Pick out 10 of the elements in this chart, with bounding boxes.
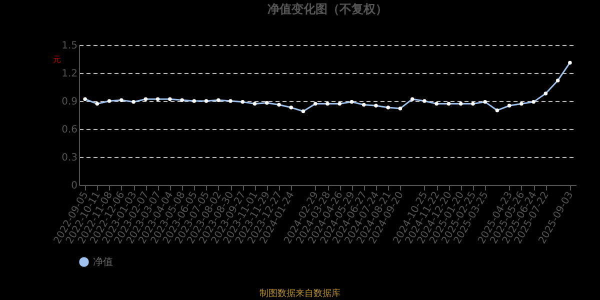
chart-title: 净值变化图（不复权） — [268, 2, 388, 16]
text: 制图数据来自数据库 — [260, 288, 340, 299]
y-tick-label: 0 — [71, 180, 78, 192]
y-tick-label: 1.2 — [62, 68, 78, 80]
y-tick-label: 0.3 — [62, 152, 78, 164]
y-axis-title: 元 — [53, 55, 61, 64]
y-tick-label: 0.6 — [62, 124, 78, 136]
legend-label: 净值 — [93, 256, 113, 268]
y-tick-label: 0.9 — [62, 96, 78, 108]
y-tick-label: 1.5 — [62, 40, 78, 52]
